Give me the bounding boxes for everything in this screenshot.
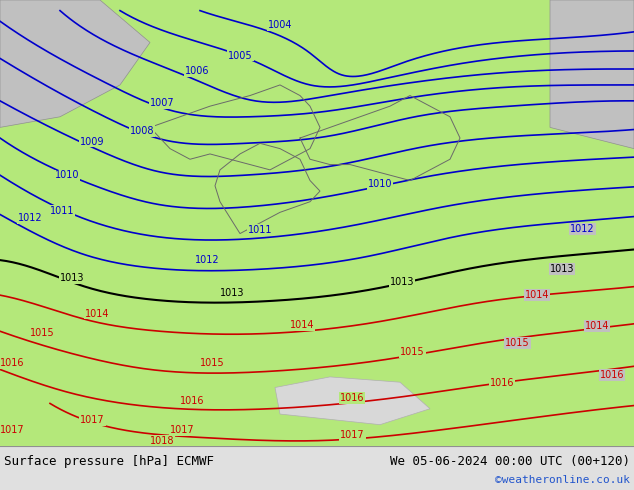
Text: 1011: 1011 — [50, 205, 75, 216]
Text: 1008: 1008 — [130, 126, 155, 136]
Text: 1014: 1014 — [585, 321, 609, 331]
Text: 1009: 1009 — [80, 137, 105, 147]
Text: 1004: 1004 — [268, 20, 292, 30]
Text: 1018: 1018 — [150, 436, 174, 446]
Text: 1012: 1012 — [18, 213, 42, 223]
Text: 1017: 1017 — [0, 425, 25, 435]
Text: 1013: 1013 — [550, 264, 574, 274]
Polygon shape — [0, 0, 150, 127]
Text: 1015: 1015 — [505, 338, 529, 348]
Text: 1010: 1010 — [368, 179, 392, 189]
Text: 1014: 1014 — [85, 309, 110, 318]
Text: 1016: 1016 — [340, 393, 365, 403]
Text: ©weatheronline.co.uk: ©weatheronline.co.uk — [495, 475, 630, 485]
Text: 1013: 1013 — [220, 288, 245, 298]
Text: 1015: 1015 — [400, 347, 425, 357]
Text: 1016: 1016 — [180, 395, 205, 406]
Text: 1017: 1017 — [80, 415, 105, 425]
Polygon shape — [275, 377, 430, 425]
Text: 1005: 1005 — [228, 50, 252, 60]
Text: 1017: 1017 — [340, 430, 365, 440]
Text: 1014: 1014 — [525, 291, 550, 300]
Polygon shape — [0, 0, 634, 446]
Text: 1016: 1016 — [0, 358, 25, 368]
Text: Surface pressure [hPa] ECMWF: Surface pressure [hPa] ECMWF — [4, 455, 214, 468]
Text: 1012: 1012 — [570, 223, 595, 234]
Text: 1010: 1010 — [55, 171, 79, 180]
Text: 1015: 1015 — [30, 328, 55, 338]
Text: 1016: 1016 — [490, 377, 515, 388]
FancyBboxPatch shape — [0, 446, 634, 490]
Text: 1012: 1012 — [195, 255, 219, 266]
Text: 1016: 1016 — [600, 370, 624, 380]
Text: 1013: 1013 — [60, 273, 84, 283]
Text: We 05-06-2024 00:00 UTC (00+120): We 05-06-2024 00:00 UTC (00+120) — [390, 455, 630, 468]
Text: 1007: 1007 — [150, 98, 174, 108]
Text: 1013: 1013 — [390, 277, 415, 287]
Text: 1006: 1006 — [185, 67, 209, 76]
Polygon shape — [0, 0, 634, 446]
Polygon shape — [550, 0, 634, 148]
Text: 1011: 1011 — [248, 224, 273, 235]
Text: 1017: 1017 — [170, 425, 195, 435]
Text: 1014: 1014 — [290, 320, 314, 330]
Text: 1015: 1015 — [200, 358, 224, 368]
